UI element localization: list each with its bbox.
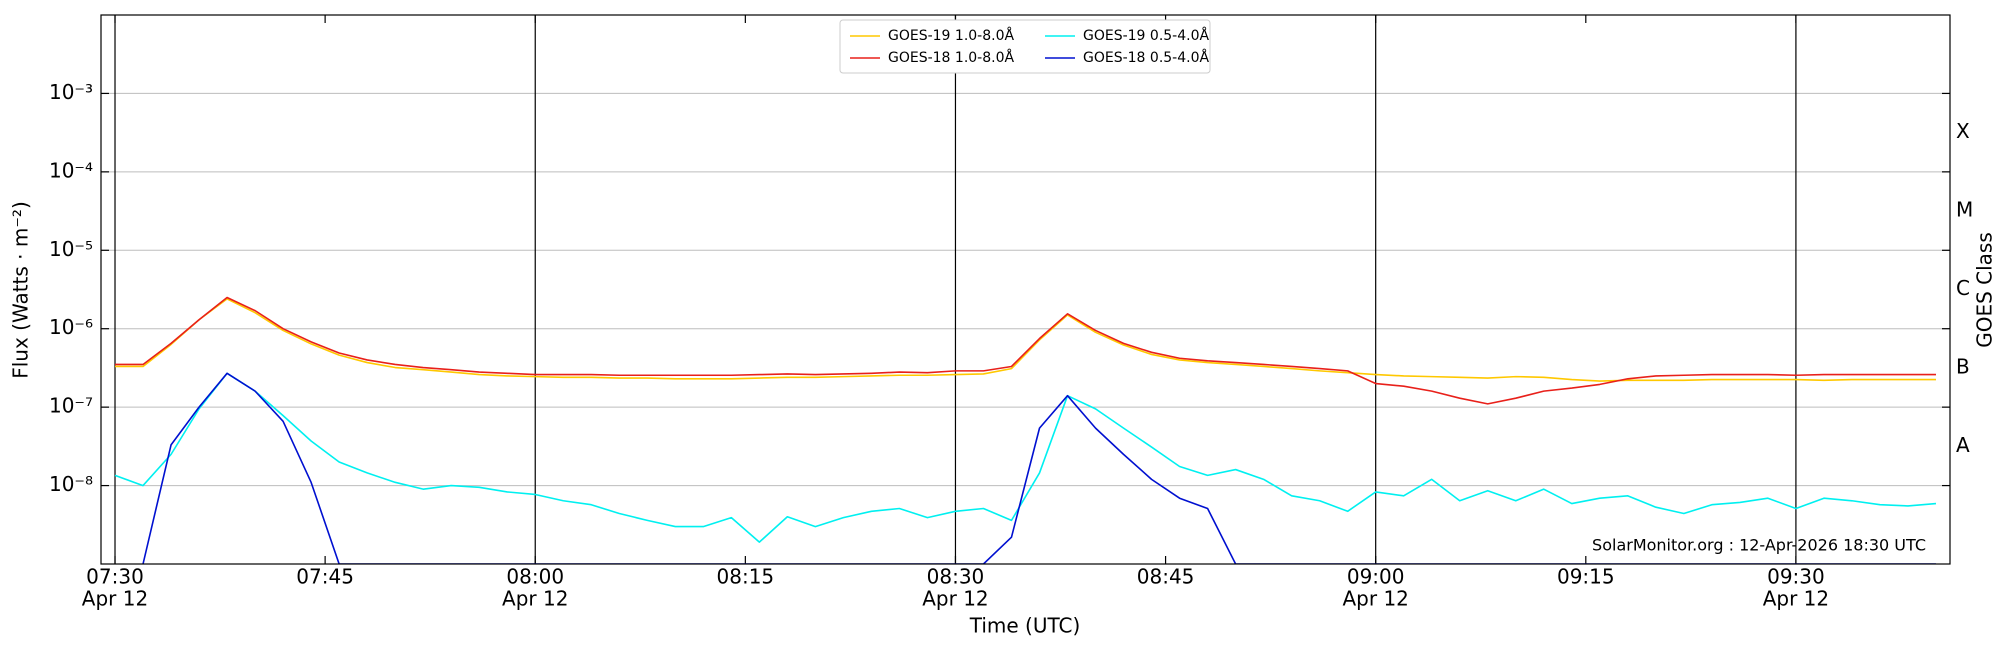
x-tick-label: 08:15 <box>717 565 775 589</box>
y2-tick-label: M <box>1956 198 1973 222</box>
x-tick-label: 09:00 <box>1347 565 1405 589</box>
series-line <box>115 296 1936 405</box>
x-tick-label: 07:45 <box>296 565 354 589</box>
y-tick-label: 10⁻⁵ <box>49 237 93 261</box>
x-tick-label: Apr 12 <box>82 587 148 611</box>
series-line <box>142 372 1936 564</box>
y2-tick-label: X <box>1956 119 1970 143</box>
y-tick-label: 10⁻⁴ <box>49 158 93 182</box>
legend-box <box>839 19 1211 74</box>
y-tick-label: 10⁻⁶ <box>49 315 93 339</box>
legend-label: GOES-19 1.0-8.0Å <box>888 27 1014 44</box>
x-axis-label: Time (UTC) <box>969 614 1081 638</box>
series-line <box>114 372 1937 543</box>
y2-axis-label: GOES Class <box>1973 232 1997 348</box>
x-tick-label: Apr 12 <box>1763 587 1829 611</box>
x-tick-label: 09:15 <box>1557 565 1615 589</box>
y2-tick-label: B <box>1956 354 1970 378</box>
legend-label: GOES-19 0.5-4.0Å <box>1083 27 1209 44</box>
series-line <box>115 298 1936 382</box>
plot-area <box>114 296 1937 564</box>
y-axis-label: Flux (Watts · m⁻²) <box>9 201 33 379</box>
x-tick-label: Apr 12 <box>502 587 568 611</box>
x-tick-label: 07:30 <box>86 565 144 589</box>
y-tick-label: 10⁻³ <box>49 80 93 104</box>
annotation: SolarMonitor.org : 12-Apr-2026 18:30 UTC <box>1592 536 1926 555</box>
y-tick-label: 10⁻⁸ <box>49 472 93 496</box>
plot-frame <box>100 14 1951 565</box>
x-tick-label: Apr 12 <box>922 587 988 611</box>
x-tick-label: Apr 12 <box>1342 587 1408 611</box>
legend-label: GOES-18 0.5-4.0Å <box>1083 49 1209 66</box>
x-tick-label: 08:30 <box>927 565 985 589</box>
x-tick-label: 08:00 <box>506 565 564 589</box>
y-tick-label: 10⁻⁷ <box>49 394 93 418</box>
y2-tick-label: C <box>1956 276 1970 300</box>
y2-tick-label: A <box>1956 433 1970 457</box>
x-tick-label: 08:45 <box>1137 565 1195 589</box>
x-tick-label: 09:30 <box>1767 565 1825 589</box>
legend-label: GOES-18 1.0-8.0Å <box>888 49 1014 66</box>
